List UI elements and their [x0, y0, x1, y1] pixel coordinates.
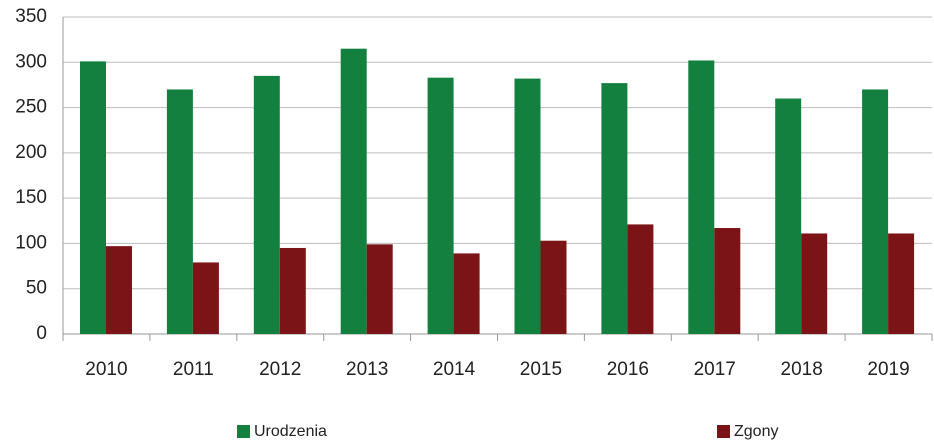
bar [166, 89, 193, 334]
bar [540, 240, 567, 334]
y-tick-label: 350 [15, 6, 47, 27]
y-tick-label: 300 [15, 51, 47, 72]
bar [366, 244, 393, 334]
bar [427, 77, 454, 334]
x-tick-label: 2010 [85, 359, 127, 380]
bar [106, 246, 132, 334]
x-tick-label: 2018 [781, 359, 823, 380]
bar [340, 48, 367, 334]
y-tick-label: 100 [15, 232, 47, 253]
bar [253, 75, 280, 334]
bar [775, 98, 802, 334]
x-tick-label: 2013 [346, 359, 388, 380]
x-tick-label: 2014 [433, 359, 476, 380]
y-tick-label: 150 [15, 187, 47, 208]
bar [888, 233, 915, 334]
bar [514, 78, 541, 335]
bar [601, 83, 628, 334]
x-tick-label: 2016 [607, 359, 649, 380]
legend-label: Urodzenia [254, 423, 327, 440]
bar [862, 89, 889, 334]
bar [627, 224, 654, 334]
y-tick-label: 200 [15, 142, 47, 163]
x-tick-label: 2015 [520, 359, 562, 380]
y-tick-label: 250 [15, 97, 47, 118]
x-tick-label: 2019 [867, 359, 909, 380]
legend-swatch [717, 425, 730, 438]
bar [688, 60, 715, 335]
bar [453, 253, 480, 334]
bar [714, 228, 741, 334]
x-tick-label: 2012 [259, 359, 301, 380]
legend-swatch [237, 425, 250, 438]
y-tick-label: 50 [26, 278, 47, 299]
x-tick-label: 2011 [173, 359, 214, 380]
bar [80, 61, 106, 334]
bar [192, 262, 219, 334]
y-tick-label: 0 [36, 323, 47, 344]
bar [279, 247, 306, 334]
bar [801, 233, 828, 334]
x-tick-label: 2017 [694, 359, 736, 380]
legend-label: Zgony [734, 423, 778, 440]
